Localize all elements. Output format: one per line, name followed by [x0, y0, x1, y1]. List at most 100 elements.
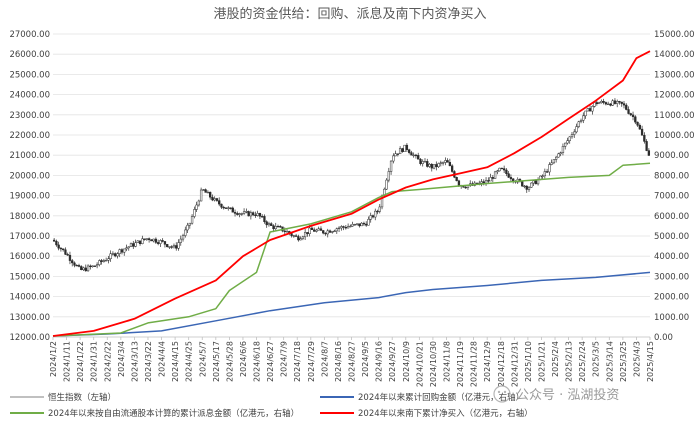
- hsi-candle-body: [414, 154, 418, 157]
- hsi-candle-body: [93, 265, 96, 267]
- hsi-candle-body: [564, 142, 567, 147]
- hsi-candle-body: [261, 216, 264, 218]
- hsi-candle-body: [317, 228, 320, 231]
- hsi-candle-body: [297, 236, 300, 241]
- hsi-candle-body: [120, 249, 124, 253]
- hsi-candle-body: [98, 260, 101, 265]
- x-tick-label: 2025/4/15: [646, 341, 655, 382]
- hsi-candle-body: [141, 238, 144, 245]
- hsi-candle-body: [638, 124, 641, 130]
- hsi-candle-body: [172, 245, 176, 248]
- hsi-candle-body: [570, 134, 574, 138]
- hsi-candle-body: [319, 228, 323, 231]
- hsi-candle-body: [634, 116, 637, 123]
- x-tick-label: 2025/1/10: [524, 341, 533, 382]
- chart-title: 港股的资金供给：回购、派息及南下内资净买入: [213, 6, 486, 22]
- wechat-icon-eye-right: [503, 390, 507, 394]
- hsi-candle-body: [618, 101, 621, 103]
- hsi-candle-body: [611, 100, 614, 106]
- x-tick-label: 2024/1/2: [49, 341, 58, 377]
- hsi-candle-body: [195, 204, 198, 210]
- hsi-candle-body: [202, 189, 205, 191]
- hsi-candle-body: [607, 103, 610, 106]
- hsi-candle-body: [193, 209, 196, 217]
- y-left-tick-label: 16000.00: [9, 252, 50, 262]
- hsi-candle-body: [548, 164, 551, 173]
- hsi-candle-body: [358, 223, 361, 227]
- hsi-candle-body: [645, 141, 648, 151]
- x-tick-label: 2024/11/28: [470, 341, 479, 387]
- hsi-candle-body: [437, 163, 440, 168]
- hsi-candle-body: [111, 253, 115, 255]
- hsi-candle-body: [86, 265, 90, 272]
- hsi-candle-body: [344, 227, 347, 229]
- hsi-candle-body: [100, 260, 103, 262]
- y-right-tick-label: 2000.00: [654, 293, 689, 303]
- hsi-candle-body: [102, 260, 106, 262]
- hsi-candle-body: [426, 161, 429, 167]
- x-tick-label: 2024/10/21: [415, 341, 424, 387]
- x-tick-label: 2024/6/27: [266, 341, 275, 382]
- hsi-candle-body: [179, 238, 182, 243]
- hsi-candle-body: [152, 238, 155, 242]
- hsi-candle-body: [188, 222, 191, 226]
- legend: 恒生指数（左轴） 2024年以来累计回购金额（亿港元，右轴） 2024年以来按自由流…: [10, 392, 533, 419]
- y-left-tick-label: 20000.00: [9, 171, 50, 181]
- x-tick-label: 2024/6/6: [239, 341, 248, 377]
- hsi-candle-body: [238, 213, 241, 215]
- hsi-candle-body: [591, 106, 594, 112]
- hsi-candle-body: [566, 140, 569, 144]
- hsi-candle-body: [455, 176, 458, 182]
- hsi-candle-body: [530, 182, 533, 188]
- hsi-candle-body: [159, 240, 162, 244]
- y-right-tick-label: 6000.00: [654, 212, 689, 222]
- buyback-line: [52, 271, 651, 337]
- hsi-candle-body: [401, 148, 404, 152]
- hsi-candle-body: [75, 264, 78, 267]
- hsi-candle-body: [444, 160, 447, 163]
- y-axis-right: 0.00 1000.00 2000.00 3000.00 4000.00 5000.00 6…: [654, 30, 695, 343]
- hsi-candle-body: [55, 241, 58, 246]
- hsi-candle-body: [609, 103, 612, 106]
- hsi-candle-body: [157, 242, 160, 244]
- hsi-candle-body: [333, 230, 336, 233]
- hsi-candle-body: [310, 227, 314, 230]
- hsi-candle-body: [233, 211, 237, 214]
- hsi-candle-body: [417, 155, 420, 160]
- hsi-candle-body: [582, 115, 585, 121]
- x-tick-label: 2024/9/27: [388, 341, 397, 382]
- hsi-candle-body: [541, 175, 544, 177]
- hsi-candle-body: [68, 254, 72, 261]
- hsi-candle-body: [62, 248, 65, 251]
- hsi-candle-body: [376, 210, 379, 213]
- hsi-candle-body: [227, 207, 230, 209]
- hsi-candle-body: [123, 248, 126, 253]
- x-tick-label: 2025/3/25: [619, 341, 628, 382]
- y-right-tick-label: 1000.00: [654, 313, 689, 323]
- hsi-candle-body: [306, 232, 309, 234]
- hsi-candle-body: [168, 246, 171, 248]
- hsi-candle-body: [435, 164, 438, 168]
- hsi-candle-body: [640, 128, 644, 136]
- x-tick-label: 2024/10/30: [429, 341, 438, 387]
- legend-label: 2024年以来累计回购金额（亿港元，右轴）: [358, 392, 524, 403]
- x-tick-label: 2024/10/9: [402, 341, 411, 382]
- x-tick-label: 2024/7/9: [280, 341, 289, 377]
- hsi-candle-body: [218, 200, 221, 205]
- y-left-tick-label: 24000.00: [9, 91, 50, 101]
- y-left-tick-label: 22000.00: [9, 131, 50, 141]
- hsi-candle-body: [482, 181, 485, 184]
- hsi-candle-body: [199, 189, 203, 202]
- hsi-candle-body: [59, 247, 63, 250]
- y-left-tick-label: 15000.00: [9, 272, 50, 282]
- hsi-candle-body: [602, 101, 605, 103]
- x-axis: 2024/1/2 2024/1/11 2024/1/22 2024/1/31 2024/…: [49, 337, 655, 387]
- hsi-candle-body: [450, 165, 454, 172]
- hsi-candle-body: [448, 162, 452, 167]
- hsi-candle-body: [324, 232, 327, 235]
- y-right-tick-label: 12000.00: [654, 91, 695, 101]
- y-right-tick-label: 5000.00: [654, 232, 689, 242]
- x-tick-label: 2025/3/14: [605, 341, 614, 382]
- hsi-candle-body: [550, 162, 553, 165]
- hsi-candle-body: [80, 266, 83, 271]
